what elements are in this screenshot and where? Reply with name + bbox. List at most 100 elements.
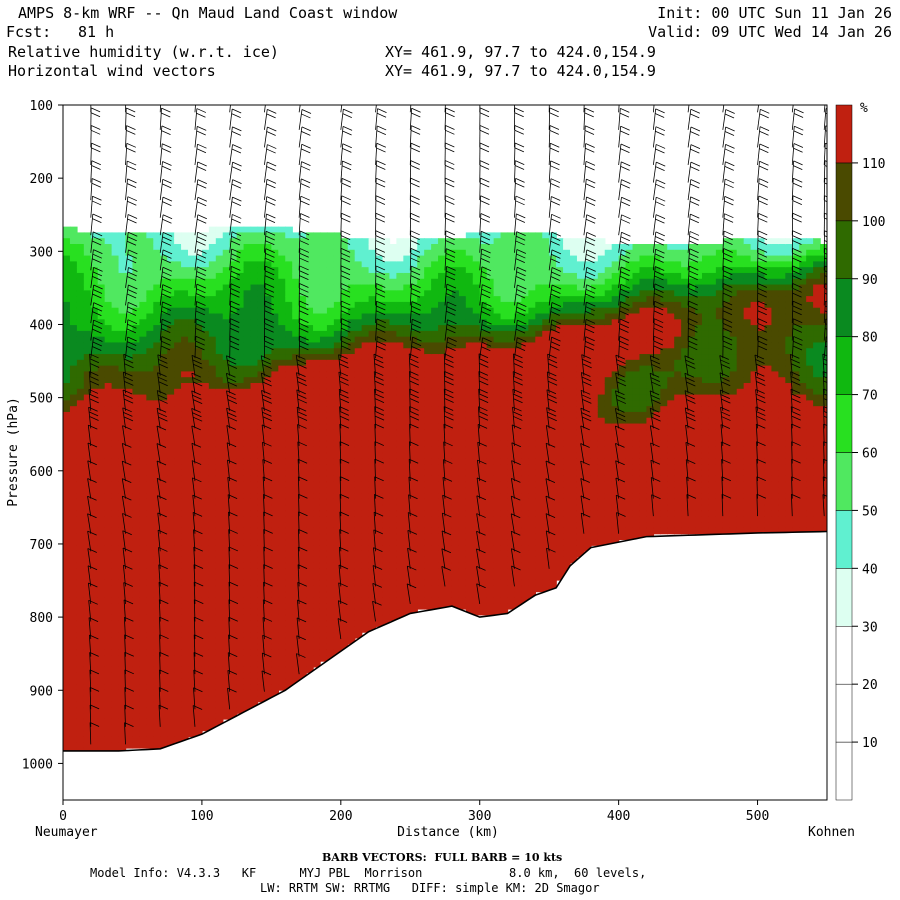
rh-cell	[181, 435, 189, 442]
rh-cell	[396, 481, 405, 488]
rh-cell	[340, 429, 349, 436]
rh-cell	[465, 377, 474, 384]
rh-cell	[361, 261, 370, 268]
rh-cell	[368, 487, 377, 494]
rh-cell	[146, 701, 154, 709]
rh-cell	[368, 556, 377, 564]
rh-cell	[236, 701, 245, 709]
rh-cell	[236, 319, 245, 326]
rh-cell	[215, 365, 224, 373]
rh-cell	[271, 388, 280, 396]
rh-cell	[368, 493, 377, 500]
rh-cell	[313, 458, 321, 465]
rh-cell	[111, 388, 120, 396]
rh-cell	[299, 469, 307, 477]
rh-cell	[104, 742, 113, 749]
rh-cell	[160, 255, 168, 263]
rh-cell	[188, 504, 196, 512]
rh-cell	[132, 493, 141, 500]
rh-cell	[76, 632, 85, 639]
rh-cell	[118, 354, 127, 361]
rh-cell	[389, 446, 398, 454]
rh-cell	[264, 249, 273, 257]
rh-cell	[243, 550, 252, 558]
rh-cell	[285, 637, 293, 645]
rh-cell	[257, 313, 266, 320]
rh-cell	[465, 597, 474, 604]
rh-cell	[83, 232, 92, 239]
rh-cell	[63, 527, 71, 535]
rh-cell	[250, 626, 259, 633]
rh-cell	[458, 400, 467, 407]
rh-cell	[111, 707, 120, 714]
rh-cell	[354, 406, 363, 413]
rh-cell	[299, 325, 307, 332]
rh-cell	[458, 272, 467, 280]
rh-cell	[278, 487, 286, 494]
rh-cell	[118, 481, 127, 488]
rh-cell	[347, 249, 356, 257]
rh-cell	[160, 365, 168, 373]
rh-cell	[319, 603, 328, 610]
rh-cell	[63, 429, 71, 436]
rh-cell	[160, 469, 168, 477]
rh-cell	[208, 637, 217, 645]
rh-cell	[146, 487, 154, 494]
rh-cell	[403, 313, 411, 320]
rh-cell	[76, 533, 85, 541]
rh-cell	[472, 597, 481, 604]
rh-cell	[222, 695, 231, 703]
rh-cell	[201, 330, 210, 338]
rh-cell	[229, 498, 238, 506]
rh-cell	[146, 435, 154, 442]
rh-cell	[208, 365, 217, 373]
rh-cell	[486, 411, 495, 419]
rh-cell	[146, 446, 154, 454]
rh-cell	[333, 290, 342, 297]
rh-cell	[354, 365, 363, 373]
rh-cell	[132, 661, 141, 668]
rh-cell	[458, 533, 467, 541]
rh-cell	[368, 417, 377, 425]
rh-cell	[250, 684, 259, 691]
rh-cell	[146, 643, 154, 651]
rh-cell	[76, 267, 85, 274]
rh-cell	[403, 371, 411, 378]
rh-cell	[375, 487, 384, 494]
rh-cell	[500, 475, 509, 483]
rh-cell	[340, 545, 349, 552]
rh-cell	[160, 348, 168, 355]
rh-cell	[361, 522, 370, 529]
rh-cell	[458, 319, 467, 326]
rh-cell	[354, 377, 363, 384]
rh-cell	[382, 440, 391, 448]
rh-cell	[63, 736, 71, 743]
rh-cell	[417, 452, 425, 459]
rh-cell	[83, 620, 92, 627]
rh-cell	[445, 423, 453, 431]
rh-cell	[403, 267, 411, 274]
rh-cell	[153, 713, 161, 720]
rh-cell	[431, 383, 439, 390]
rh-cell	[194, 533, 203, 541]
rh-cell	[194, 591, 203, 598]
rh-cell	[188, 632, 196, 639]
rh-cell	[83, 435, 92, 442]
rh-cell	[160, 330, 168, 338]
rh-cell	[354, 284, 363, 292]
rh-cell	[486, 354, 495, 361]
rh-cell	[236, 522, 245, 529]
rh-cell	[465, 417, 474, 425]
rh-cell	[292, 348, 300, 355]
rh-cell	[118, 232, 127, 239]
rh-cell	[201, 655, 210, 662]
rh-cell	[326, 238, 335, 245]
rh-cell	[139, 637, 148, 645]
rh-cell	[403, 354, 411, 361]
rh-cell	[257, 469, 266, 477]
rh-cell	[375, 255, 384, 263]
rh-cell	[326, 469, 335, 477]
rh-cell	[125, 423, 134, 431]
rh-cell	[76, 643, 85, 651]
rh-cell	[424, 313, 432, 320]
